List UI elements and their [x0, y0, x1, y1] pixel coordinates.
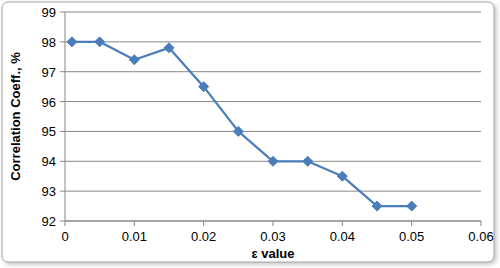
data-point: [67, 37, 77, 47]
data-line: [72, 42, 412, 206]
y-tick-label: 96: [42, 95, 56, 110]
y-tick: [60, 131, 65, 132]
x-tick: [134, 221, 135, 226]
chart-frame: [2, 2, 494, 262]
y-tick-label: 92: [42, 214, 56, 229]
data-point: [199, 82, 209, 92]
grid-line: [65, 221, 481, 222]
x-axis-label: ε value: [251, 246, 294, 261]
x-tick-label: 0.02: [191, 229, 216, 244]
x-tick: [203, 221, 204, 226]
x-axis: [65, 221, 481, 222]
y-tick: [60, 191, 65, 192]
grid-line: [65, 41, 481, 42]
data-point: [407, 201, 417, 211]
data-point: [337, 171, 347, 181]
data-point: [372, 201, 382, 211]
grid-line: [65, 131, 481, 132]
data-point: [303, 156, 313, 166]
y-axis: [65, 12, 66, 221]
data-point: [129, 55, 139, 65]
x-tick-label: 0.03: [260, 229, 285, 244]
y-tick-label: 98: [42, 35, 56, 50]
grid-line: [65, 101, 481, 102]
x-tick: [342, 221, 343, 226]
data-point: [164, 43, 174, 53]
x-tick: [481, 221, 482, 226]
y-tick: [60, 221, 65, 222]
plot-area: [67, 37, 417, 211]
x-tick-label: 0.04: [330, 229, 355, 244]
y-tick: [60, 71, 65, 72]
x-tick: [273, 221, 274, 226]
y-tick-label: 99: [42, 5, 56, 20]
y-tick-label: 97: [42, 65, 56, 80]
grid-line: [65, 191, 481, 192]
x-tick: [411, 221, 412, 226]
y-tick-label: 95: [42, 124, 56, 139]
y-tick: [60, 41, 65, 42]
x-tick: [65, 221, 66, 226]
x-tick-label: 0.05: [399, 229, 424, 244]
y-tick: [60, 101, 65, 102]
grid-line: [65, 71, 481, 72]
y-tick: [60, 12, 65, 13]
y-tick: [60, 161, 65, 162]
x-tick-label: 0: [61, 229, 68, 244]
y-axis-label: Correlation Coeff., %: [8, 52, 23, 181]
chart: 92 93 94 95 96 97 98 99 0 0.01 0.02 0.03 0.04 0.05 0.0…: [0, 0, 500, 268]
y-tick-label: 93: [42, 184, 56, 199]
x-tick-label: 0.01: [122, 229, 147, 244]
grid-line: [65, 12, 481, 13]
data-point: [268, 156, 278, 166]
x-tick-label: 0.06: [468, 229, 493, 244]
data-point: [233, 126, 243, 136]
y-tick-label: 94: [42, 154, 56, 169]
data-point: [95, 37, 105, 47]
